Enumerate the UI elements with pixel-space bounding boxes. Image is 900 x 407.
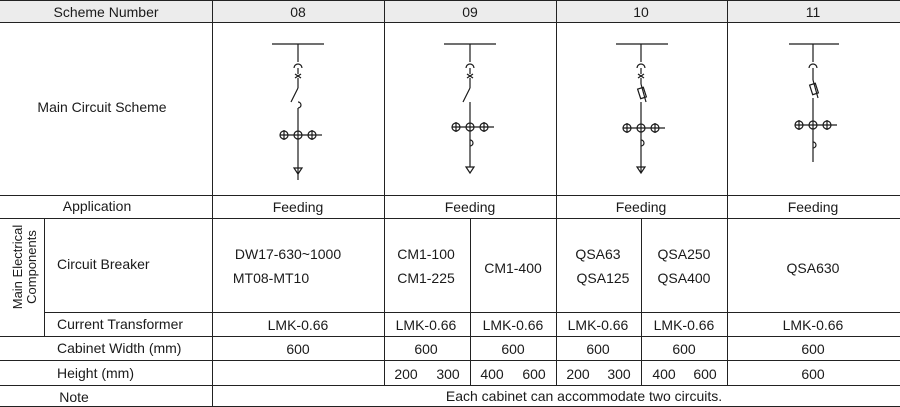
grid-line [44,218,45,336]
height-10a-2: 300 [607,366,631,382]
ct-10b: LMK-0.66 [653,317,715,333]
width-10b: 600 [672,341,696,357]
application-11: Feeding [787,199,839,215]
scheme-08: 08 [290,4,306,20]
cabinet-width-label: Cabinet Width (mm) [57,340,182,356]
width-08: 600 [286,341,310,357]
height-10b-1: 400 [652,366,676,382]
height-11: 600 [801,366,825,382]
application-09: Feeding [444,199,496,215]
grid-line [0,336,900,337]
breaker-08-line1: DW17-630~1000 [234,246,342,262]
circuit-diagram-10 [616,43,668,175]
grid-line [641,218,642,385]
breaker-11: QSA630 [786,260,840,276]
width-11: 600 [801,341,825,357]
height-09a-2: 300 [436,366,460,382]
scheme-11: 11 [805,4,821,20]
application-10: Feeding [615,199,667,215]
width-10a: 600 [586,341,610,357]
grid-line [212,0,213,407]
grid-line [0,22,900,23]
main-circuit-scheme-label: Main Circuit Scheme [37,99,167,115]
height-09a-1: 200 [394,366,418,382]
grid-line [384,0,385,385]
circuit-diagram-11 [789,43,839,162]
grid-line [470,218,471,385]
ct-09b: LMK-0.66 [482,317,544,333]
main-electrical-components-label: Main Electrical Components [10,224,39,310]
breaker-09b: CM1-400 [484,260,542,276]
ct-11: LMK-0.66 [782,317,844,333]
breaker-10b-line1: QSA250 [657,246,711,262]
note-text: Each cabinet can accommodate two circuit… [445,388,723,404]
breaker-09a-line2: CM1-225 [397,270,455,286]
height-09b-1: 400 [480,366,504,382]
grid-line [556,0,557,385]
breaker-10a-line2: QSA125 [576,270,630,286]
application-label: Application [62,198,132,214]
grid-line [0,360,900,361]
scheme-10: 10 [633,4,649,20]
grid-line [0,218,900,219]
breaker-08-line2: MT08-MT10 [232,270,310,286]
height-09b-2: 600 [522,366,546,382]
note-label: Note [59,389,89,405]
breaker-10a-line1: QSA63 [575,246,621,262]
grid-line [0,195,900,196]
scheme-09: 09 [462,4,478,20]
grid-line [0,0,900,1]
breaker-09a-line1: CM1-100 [397,246,455,262]
ct-10a: LMK-0.66 [567,317,629,333]
circuit-breaker-label: Circuit Breaker [57,256,150,272]
circuit-diagram-09 [444,43,496,175]
grid-line [727,0,728,385]
height-label: Height (mm) [57,365,135,381]
grid-line [0,385,900,386]
scheme-number-label: Scheme Number [53,4,159,20]
height-10b-2: 600 [693,366,717,382]
application-08: Feeding [272,199,324,215]
current-transformer-label: Current Transformer [57,316,184,332]
ct-09a: LMK-0.66 [395,317,457,333]
ct-08: LMK-0.66 [267,317,329,333]
breaker-10b-line2: QSA400 [657,270,711,286]
height-10a-1: 200 [566,366,590,382]
header-row-background [0,0,900,22]
width-09b: 600 [501,341,525,357]
width-09a: 600 [414,341,438,357]
grid-line [44,312,900,313]
circuit-diagram-08 [272,43,324,180]
